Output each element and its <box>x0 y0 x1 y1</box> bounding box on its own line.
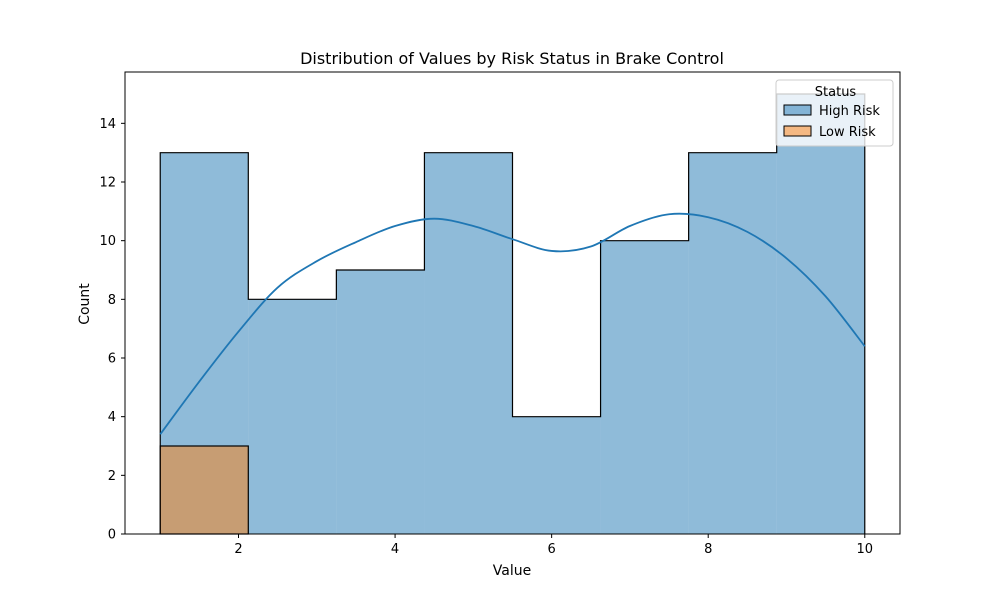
legend-label-high-risk: High Risk <box>819 104 880 119</box>
bar-high-risk-5 <box>600 240 689 534</box>
bar-high-risk-6 <box>688 152 777 534</box>
legend-swatch-high-risk <box>783 104 812 116</box>
legend: Status High Risk Low Risk <box>775 79 894 147</box>
x-tick-label: 6 <box>548 542 556 557</box>
y-tick-label: 8 <box>108 293 116 308</box>
chart-title: Distribution of Values by Risk Status in… <box>300 49 724 68</box>
y-tick-label: 12 <box>99 176 116 191</box>
y-axis-label: Count <box>77 283 93 325</box>
legend-title: Status <box>815 85 857 100</box>
y-tick-label: 6 <box>108 352 116 367</box>
y-tick-label: 2 <box>108 469 116 484</box>
bar-high-risk-3 <box>424 152 513 534</box>
bar-low-risk-0 <box>159 445 249 535</box>
kde-line-high-risk <box>159 212 866 435</box>
axes: 2 4 6 8 10 0 2 4 6 8 10 12 14 <box>99 71 901 557</box>
plot-area <box>159 93 866 535</box>
y-tick-label: 4 <box>108 410 116 425</box>
x-tick-label: 8 <box>704 542 712 557</box>
legend-label-low-risk: Low Risk <box>819 125 876 140</box>
y-tick-label: 14 <box>99 117 116 132</box>
y-tick-label: 0 <box>108 528 116 543</box>
x-tick-label: 10 <box>856 542 873 557</box>
x-axis-label: Value <box>493 563 531 579</box>
bar-high-risk-2 <box>336 270 425 534</box>
axes-frame <box>124 71 901 535</box>
legend-swatch-low-risk <box>783 125 812 137</box>
y-tick-label: 10 <box>99 234 116 249</box>
x-tick-label: 4 <box>391 542 399 557</box>
bar-high-risk-4 <box>512 416 601 534</box>
bar-high-risk-1 <box>248 299 337 534</box>
bar-high-risk-7 <box>776 94 865 534</box>
x-tick-label: 2 <box>234 542 242 557</box>
